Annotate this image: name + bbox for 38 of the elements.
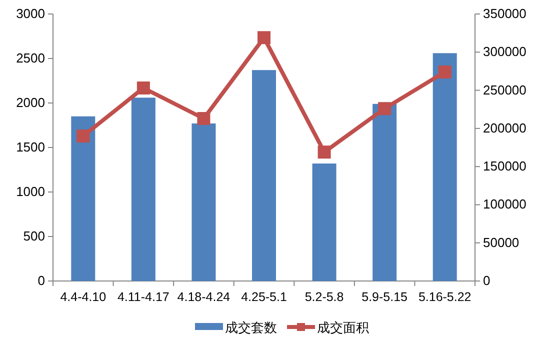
- point: [438, 65, 452, 78]
- y-tick-label: 2500: [16, 50, 45, 66]
- x-tick-label: 5.2-5.8: [304, 290, 344, 304]
- x-tick-label: 4.4-4.10: [60, 290, 106, 304]
- x-tick-label: 5.16-5.22: [418, 290, 472, 304]
- bar: [372, 104, 397, 281]
- legend-label: 成交面积: [317, 320, 369, 335]
- x-tick-label: 4.11-4.17: [117, 290, 170, 304]
- x-tick-label: 5.9-5.15: [362, 290, 408, 304]
- y-tick-label: 2000: [16, 95, 45, 110]
- bar: [312, 164, 336, 281]
- legend-label: 成交套数: [225, 320, 277, 335]
- y-tick-label: 3000: [16, 6, 45, 21]
- point: [136, 81, 150, 94]
- x-tick-label: 4.18-4.24: [177, 290, 230, 304]
- point: [258, 31, 270, 44]
- bar: [131, 98, 156, 281]
- y-tick-label: 0: [38, 273, 45, 288]
- x-tick-label: 4.25-5.1: [241, 290, 287, 304]
- bar: [252, 70, 276, 281]
- bar: [432, 53, 457, 281]
- y2-tick-label: 200000: [483, 120, 526, 136]
- y2-tick-label: 150000: [483, 158, 526, 174]
- point: [76, 130, 90, 143]
- point: [197, 112, 210, 126]
- y2-tick-label: 250000: [483, 82, 526, 98]
- y2-tick-label: 350000: [483, 6, 526, 21]
- y2-tick-label: 100000: [483, 196, 526, 212]
- point: [378, 102, 392, 116]
- point: [318, 146, 331, 159]
- y-tick-label: 1500: [16, 140, 45, 154]
- y2-tick-label: 0: [483, 273, 490, 288]
- y2-tick-label: 300000: [483, 44, 526, 60]
- y2-tick-label: 50000: [483, 234, 520, 250]
- bar: [71, 116, 96, 281]
- y-tick-label: 500: [23, 228, 45, 244]
- y-tick-label: 1000: [16, 184, 45, 199]
- bar: [192, 123, 216, 281]
